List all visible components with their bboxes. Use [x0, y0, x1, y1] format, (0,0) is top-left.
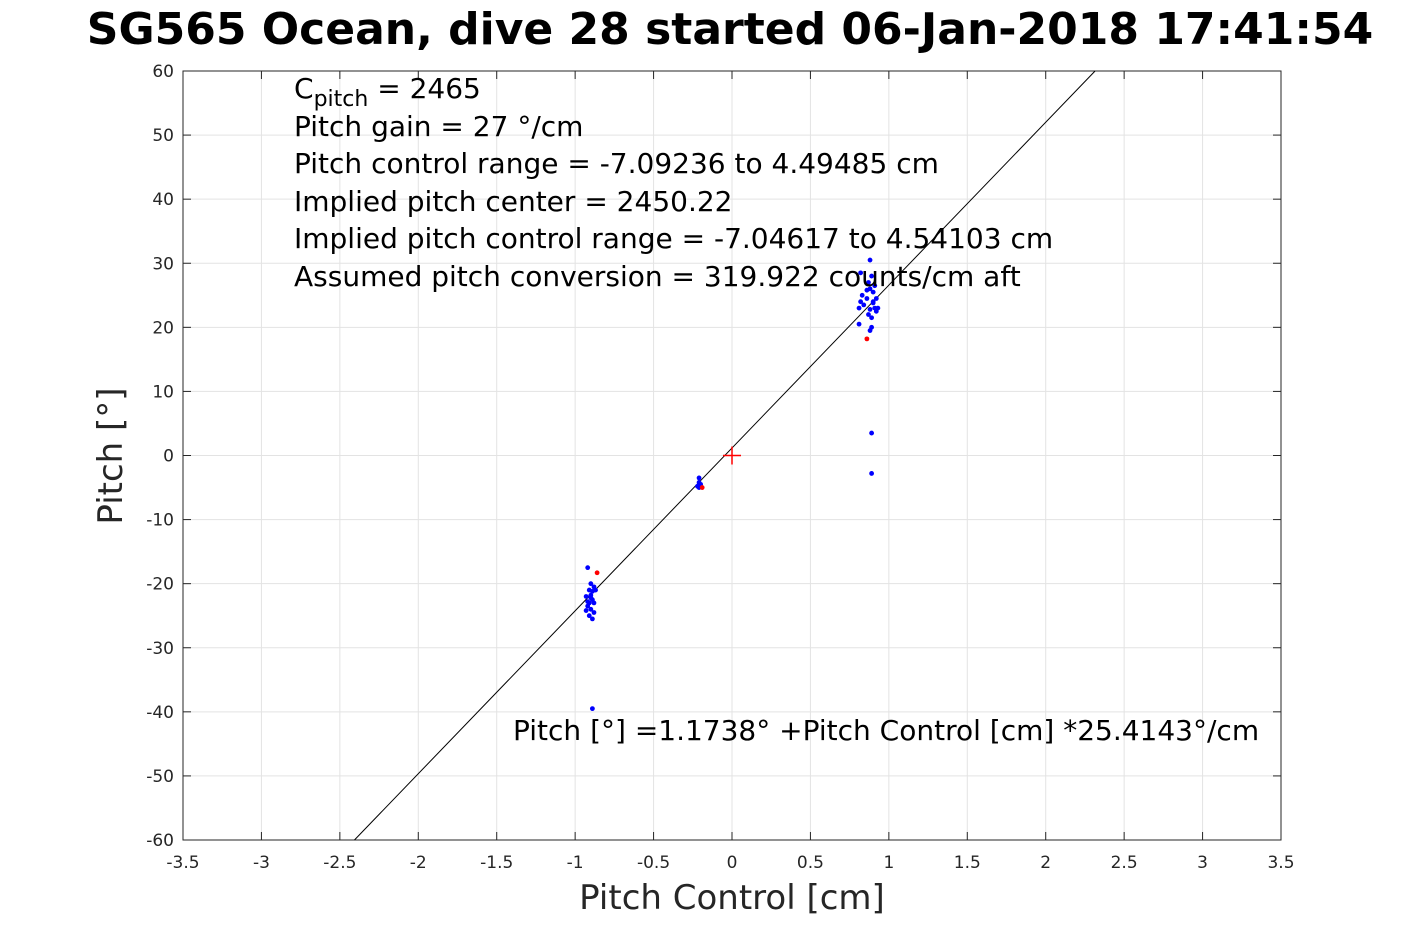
y-axis-label: Pitch [°] [91, 387, 131, 525]
data-point [583, 594, 589, 599]
y-tick-label: -10 [146, 511, 174, 531]
grid [182, 70, 1282, 841]
data-point [873, 296, 879, 301]
y-tick-label: 20 [152, 318, 174, 338]
data-point [866, 280, 871, 285]
data-point [585, 565, 591, 571]
data-point [589, 588, 595, 594]
x-tick-label: -2 [410, 853, 427, 873]
annotation-block: Cpitch = 2465 Pitch gain = 27 °/cm Pitch… [294, 70, 1053, 296]
x-tick-label: -3 [253, 853, 270, 873]
data-point [856, 305, 862, 311]
center-marker-layer [723, 446, 741, 465]
data-point [864, 296, 870, 301]
implied-pitch-control-range-annotation: Implied pitch control range = -7.04617 t… [294, 222, 1054, 256]
pitch-conversion-annotation: Assumed pitch conversion = 319.922 count… [294, 259, 1021, 293]
data-point [856, 321, 862, 327]
data-point [861, 302, 867, 308]
x-tick-label: 2 [1040, 853, 1051, 873]
data-point [696, 475, 702, 481]
data-point [588, 606, 594, 612]
pitch-gain-annotation: Pitch gain = 27 °/cm [294, 109, 584, 143]
data-point [859, 292, 865, 298]
x-tick-label: -1.5 [480, 853, 513, 873]
x-tick-label: 1.5 [954, 853, 981, 873]
data-point [858, 299, 864, 305]
x-tick-label: 3 [1197, 853, 1208, 873]
data-point [858, 270, 864, 276]
x-tick-label: 0 [727, 853, 738, 873]
data-point [864, 336, 870, 342]
data-point [864, 287, 870, 293]
data-point [867, 328, 873, 333]
data-point [869, 315, 875, 321]
y-tick-label: -60 [146, 831, 174, 851]
y-tick-label: -20 [146, 575, 174, 595]
data-point [583, 608, 589, 613]
x-tick-label: -0.5 [637, 853, 670, 873]
data-point [586, 613, 592, 619]
x-tick-label: 2.5 [1111, 853, 1138, 873]
data-point [589, 706, 595, 712]
data-point [589, 616, 595, 622]
data-point [699, 485, 705, 490]
data-point [594, 570, 600, 576]
x-axis-label: Pitch Control [cm] [579, 878, 885, 918]
y-tick-label: 60 [152, 62, 174, 82]
data-point [588, 581, 594, 587]
data-point [586, 600, 592, 606]
data-point [870, 289, 876, 295]
data-point [867, 257, 873, 263]
data-point [875, 305, 881, 311]
data-point [591, 600, 597, 606]
data-point [869, 430, 875, 436]
pitch-control-range-annotation: Pitch control range = -7.09236 to 4.4948… [294, 147, 939, 181]
y-tick-label: -30 [146, 639, 174, 659]
data-point [866, 312, 871, 317]
x-tick-label: -3.5 [166, 853, 199, 873]
chart-title: SG565 Ocean, dive 28 started 06-Jan-2018… [86, 4, 1374, 55]
y-tick-label: 30 [152, 254, 174, 274]
x-tick-label: -1 [567, 853, 584, 873]
x-tick-label: 1 [883, 853, 894, 873]
c-pitch-annotation: Cpitch = 2465 [294, 72, 481, 112]
y-tick-label: 40 [152, 190, 174, 210]
y-tick-label: 10 [152, 382, 174, 402]
data-point [869, 273, 875, 279]
fit-equation: Pitch [°] =1.1738° +Pitch Control [cm] *… [513, 714, 1260, 747]
y-tick-label: 50 [152, 126, 174, 146]
data-point [872, 283, 878, 289]
data-point [869, 471, 875, 476]
x-tick-label: 0.5 [797, 853, 824, 873]
data-point [867, 306, 873, 312]
data-point [591, 610, 597, 615]
implied-pitch-center-annotation: Implied pitch center = 2450.22 [294, 184, 733, 218]
axis-ticks: -3.5 -3 -2.5 -2 -1.5 -1 -0.5 0 0.5 1 1.5 2 2.5 3 3.5 -6… [146, 62, 1294, 873]
data-point [870, 300, 876, 306]
data-points [583, 257, 881, 712]
x-tick-label: -2.5 [323, 853, 356, 873]
y-tick-label: -40 [146, 703, 174, 723]
x-tick-label: 3.5 [1267, 853, 1294, 873]
y-tick-label: -50 [146, 767, 174, 787]
y-tick-label: 0 [163, 447, 174, 467]
data-point [588, 595, 594, 601]
